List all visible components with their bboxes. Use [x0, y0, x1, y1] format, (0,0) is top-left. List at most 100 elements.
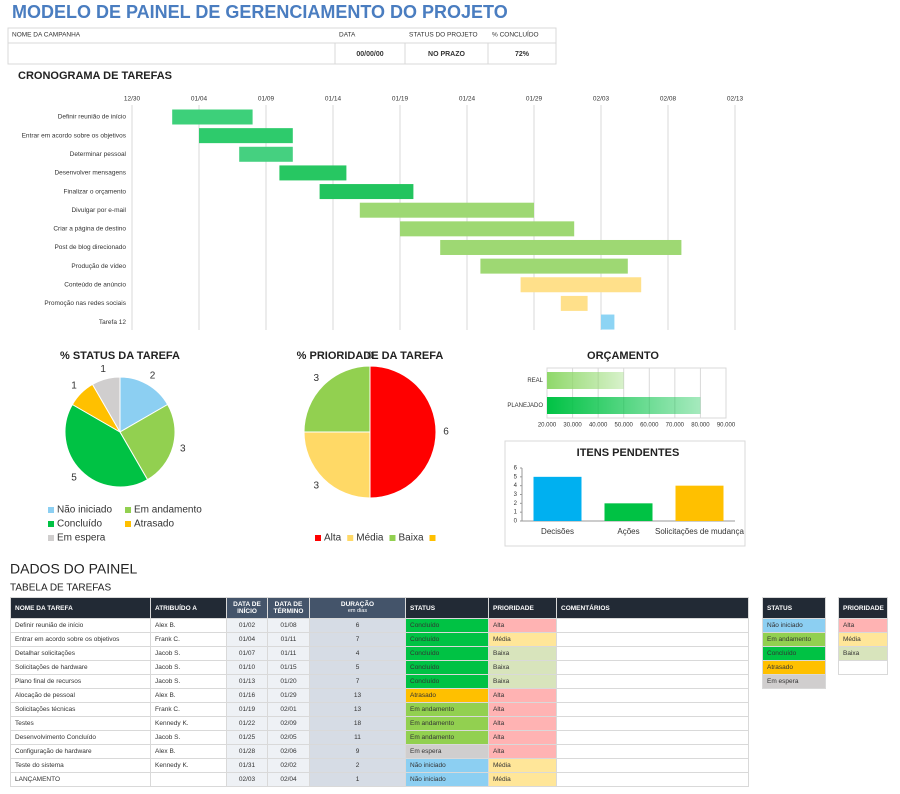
key-row: Concluído [762, 646, 826, 661]
table-cell: Baixa [488, 646, 557, 661]
table-cell: 01/31 [226, 758, 268, 773]
table-cell: Média [488, 632, 557, 647]
column-header: DATA DE INÍCIO [226, 597, 268, 619]
y-tick-label: 5 [514, 474, 518, 480]
y-tick-label: Definir reunião de início [58, 114, 127, 121]
x-tick-label: 02/13 [727, 96, 744, 103]
gantt-bar [520, 277, 642, 293]
data-label: 1 [100, 364, 106, 375]
bar [547, 397, 701, 414]
table-cell: Concluído [405, 660, 489, 675]
table-cell [556, 646, 749, 661]
table-cell: Solicitações técnicas [10, 702, 151, 717]
chart-frame [504, 440, 746, 547]
chart-title: % PRIORIDADE DA TAREFA [297, 350, 444, 362]
page-title: MODELO DE PAINEL DE GERENCIAMENTO DO PRO… [12, 2, 508, 22]
key-cell: Alta [838, 618, 888, 633]
legend-swatch [429, 535, 436, 541]
legend-swatch [389, 535, 396, 541]
table-cell [556, 758, 749, 773]
legend-swatch [347, 535, 354, 541]
x-tick-label: 01/24 [459, 96, 476, 103]
table-cell: Kennedy K. [150, 758, 227, 773]
table-cell: 02/05 [267, 730, 310, 745]
legend-swatch [125, 521, 131, 527]
gantt-bar [279, 165, 347, 181]
table-cell: Alex B. [150, 744, 227, 759]
x-tick-label: Ações [617, 527, 639, 536]
table-cell: 13 [309, 702, 406, 717]
legend-swatch [48, 507, 54, 513]
y-tick-label: Desenvolver mensagens [54, 170, 126, 177]
table-cell: 13 [309, 688, 406, 703]
key-cell: Não iniciado [762, 618, 826, 633]
chart-title: % STATUS DA TAREFA [60, 350, 180, 362]
table-cell: Média [488, 772, 557, 787]
table-cell: Frank C. [150, 632, 227, 647]
column-header: ATRIBUÍDO A [150, 597, 227, 619]
key-cell: Atrasado [762, 660, 826, 675]
column-header-text: DURAÇÃO [340, 601, 375, 608]
table-row: Alocação de pessoal Alex B. 01/16 01/29 13 At… [10, 688, 749, 703]
table-cell [556, 618, 749, 633]
pie-slice [369, 365, 437, 499]
table-cell: Concluído [405, 674, 489, 689]
table-cell: Entrar em acordo sobre os objetivos [10, 632, 151, 647]
y-tick-label: Criar a página de destino [53, 226, 126, 233]
table-cell [556, 674, 749, 689]
key-row [838, 660, 888, 675]
data-label: 2 [150, 370, 156, 381]
data-label: 3 [313, 480, 319, 491]
legend-label: Em andamento [134, 505, 202, 516]
table-cell: Detalhar solicitações [10, 646, 151, 661]
legend-swatch [48, 535, 54, 541]
column-header-text: STATUS [410, 604, 436, 612]
column-header-text: PRIORIDADE [493, 604, 534, 612]
x-tick-label: 40.000 [589, 423, 608, 429]
table-cell [556, 702, 749, 717]
table-cell: Frank C. [150, 702, 227, 717]
chart-title: CRONOGRAMA DE TAREFAS [18, 70, 172, 82]
table-cell: 4 [309, 646, 406, 661]
gantt-bar [560, 295, 588, 311]
gantt-bar [199, 128, 293, 144]
table-cell: 02/01 [267, 702, 310, 717]
table-cell [556, 716, 749, 731]
table-cell: 01/08 [267, 618, 310, 633]
table-cell [556, 744, 749, 759]
y-tick-label: Entrar em acordo sobre os objetivos [22, 132, 127, 139]
legend-label: Média [356, 533, 384, 544]
key-cell: Média [838, 632, 888, 647]
table-cell: 01/11 [267, 632, 310, 647]
x-tick-label: 01/29 [526, 96, 543, 103]
data-label: 6 [443, 427, 449, 438]
y-tick-label: Determinar pessoal [70, 151, 127, 158]
x-tick-label: 70.000 [666, 423, 685, 429]
header-row: STATUS [762, 597, 826, 619]
column-header-text: DATA DE INÍCIO [233, 601, 261, 615]
table-cell: 02/06 [267, 744, 310, 759]
summary-label: % CONCLUÍDO [492, 30, 539, 39]
x-tick-label: 01/19 [392, 96, 409, 103]
column-header: PRIORIDADE [488, 597, 557, 619]
gantt-bar [319, 184, 414, 200]
table-cell: Concluído [405, 632, 489, 647]
x-tick-label: 02/03 [593, 96, 610, 103]
table-cell: Alocação de pessoal [10, 688, 151, 703]
legend-swatch [125, 507, 131, 513]
key-cell: Concluído [762, 646, 826, 661]
x-tick-label: Decisões [541, 527, 574, 536]
data-label: 0 [367, 351, 373, 362]
table-cell: Testes [10, 716, 151, 731]
table-cell: 2 [309, 758, 406, 773]
y-tick-label: Conteúdo de anúncio [64, 281, 126, 288]
table-cell [150, 772, 227, 787]
table-row: Entrar em acordo sobre os objetivos Frank… [10, 632, 749, 647]
table-cell: Alta [488, 716, 557, 731]
table-cell: Kennedy K. [150, 716, 227, 731]
summary-value: 00/00/00 [356, 51, 383, 58]
summary-label: STATUS DO PROJETO [409, 32, 478, 39]
x-tick-label: 30.000 [563, 423, 582, 429]
table-cell: 01/20 [267, 674, 310, 689]
x-tick-label: 01/04 [191, 96, 208, 103]
